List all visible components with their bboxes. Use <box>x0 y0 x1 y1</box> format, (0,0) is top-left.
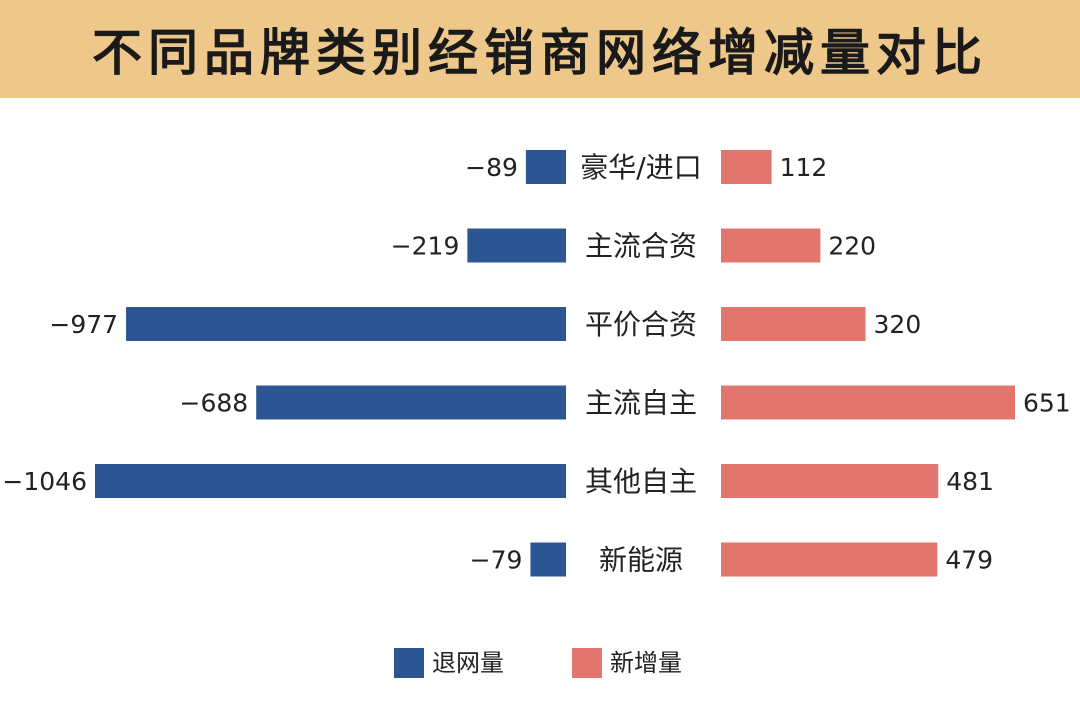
new-value-label: 651 <box>1023 389 1071 418</box>
title-banner: 不同品牌类别经销商网络增减量对比 <box>0 0 1080 98</box>
exit-bar <box>126 307 566 341</box>
new-bar <box>721 385 1015 420</box>
category-label: 主流自主 <box>585 387 697 420</box>
category-label: 新能源 <box>599 544 683 577</box>
new-value-label: 481 <box>946 467 994 496</box>
new-bar <box>721 464 939 498</box>
exit-bar <box>530 542 566 577</box>
legend-label-exit: 退网量 <box>432 649 504 677</box>
category-label: 豪华/进口 <box>580 151 701 184</box>
new-value-label: 320 <box>874 310 922 339</box>
exit-value-label: −688 <box>180 389 249 418</box>
category-label: 主流合资 <box>585 230 697 263</box>
new-bar <box>721 228 821 263</box>
legend-swatch-exit <box>394 648 424 678</box>
new-bar <box>721 542 938 577</box>
chart-title: 不同品牌类别经销商网络增减量对比 <box>92 24 988 82</box>
new-bar <box>721 150 772 184</box>
exit-value-label: −1046 <box>2 467 87 496</box>
new-bar <box>721 307 866 341</box>
exit-bar <box>256 385 566 420</box>
exit-bar <box>95 464 566 498</box>
exit-value-label: −89 <box>465 153 518 182</box>
exit-bar <box>525 150 566 184</box>
legend-label-new: 新增量 <box>610 649 682 677</box>
category-label: 平价合资 <box>585 308 697 341</box>
exit-bar <box>467 228 566 263</box>
exit-value-label: −219 <box>391 232 460 261</box>
category-label: 其他自主 <box>585 465 697 498</box>
new-value-label: 220 <box>828 232 876 261</box>
new-value-label: 479 <box>945 546 993 575</box>
exit-value-label: −977 <box>49 310 118 339</box>
new-value-label: 112 <box>780 153 828 182</box>
exit-value-label: −79 <box>470 546 523 575</box>
legend-swatch-new <box>572 648 602 678</box>
